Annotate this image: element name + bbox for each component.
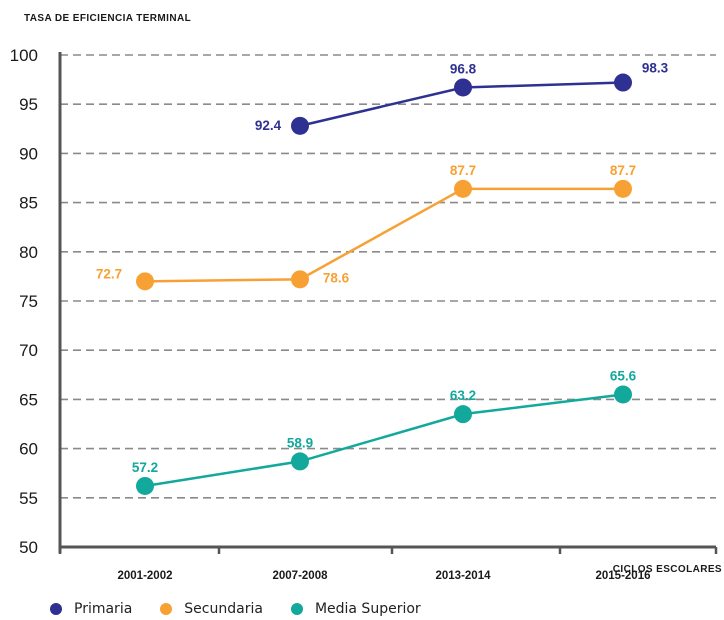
y-tick-65: 65 — [19, 390, 38, 409]
legend-item-secundaria: Secundaria — [160, 601, 263, 617]
data-point — [291, 270, 309, 289]
data-label: 92.4 — [255, 118, 282, 133]
legend-marker — [50, 603, 62, 615]
data-point — [136, 476, 154, 495]
data-label: 87.7 — [610, 163, 636, 178]
x-tick-2013-2014: 2013-2014 — [436, 570, 492, 582]
x-tick-labels: 2001-2002 2007-2008 2013-2014 2015-2016 — [118, 570, 651, 582]
data-label: 78.6 — [323, 270, 350, 285]
data-point — [614, 73, 632, 92]
y-tick-75: 75 — [19, 292, 38, 311]
data-point — [454, 405, 472, 424]
data-point — [136, 272, 154, 291]
y-tick-85: 85 — [19, 194, 38, 213]
y-tick-70: 70 — [19, 341, 38, 360]
data-point — [614, 385, 632, 404]
data-label: 63.2 — [450, 388, 476, 403]
data-label: 57.2 — [132, 460, 158, 475]
y-tick-100: 100 — [10, 46, 38, 65]
legend-label: Media Superior — [314, 601, 421, 617]
series-primaria: 92.4 96.8 98.3 — [255, 61, 669, 135]
data-label: 65.6 — [610, 368, 637, 383]
y-tick-90: 90 — [19, 144, 38, 163]
legend-item-primaria: Primaria — [50, 601, 132, 617]
axes — [58, 52, 718, 554]
legend-label: Secundaria — [184, 601, 263, 617]
x-tick-2015-2016: 2015-2016 — [596, 570, 651, 582]
data-label: 87.7 — [450, 163, 476, 178]
data-label: 98.3 — [642, 61, 669, 76]
legend-marker — [290, 603, 303, 615]
y-tick-labels: 50 55 60 65 70 75 80 85 90 95 100 — [10, 46, 38, 557]
y-axis-title: TASA DE EFICIENCIA TERMINAL — [24, 13, 191, 24]
series-line — [144, 393, 624, 488]
y-tick-60: 60 — [19, 440, 38, 459]
legend-marker — [160, 603, 173, 615]
x-tick-2007-2008: 2007-2008 — [273, 570, 329, 582]
data-point — [454, 78, 472, 97]
data-label: 96.8 — [450, 61, 477, 76]
series-group: 92.4 96.8 98.3 72.7 78.6 87.7 87.7 57.2 58.9 63.2… — [96, 61, 669, 495]
data-label: 58.9 — [287, 435, 313, 450]
legend: Primaria Secundaria Media Superior — [50, 601, 449, 617]
data-point — [291, 452, 309, 471]
data-label: 72.7 — [96, 266, 122, 281]
legend-item-media-superior: Media Superior — [290, 601, 421, 617]
series-line — [144, 187, 623, 283]
y-tick-55: 55 — [19, 489, 38, 508]
data-point — [291, 116, 309, 135]
x-tick-2001-2002: 2001-2002 — [118, 570, 173, 582]
data-point — [454, 179, 472, 198]
y-tick-95: 95 — [19, 95, 38, 114]
gridlines — [60, 54, 716, 499]
data-point — [614, 179, 632, 198]
legend-label: Primaria — [74, 601, 133, 617]
x-axis-title: CICLOS ESCOLARES — [613, 564, 722, 575]
line-chart: TASA DE EFICIENCIA TERMINAL 50 55 60 65 70 75… — [10, 13, 722, 582]
series-secundaria: 72.7 78.6 87.7 87.7 — [96, 163, 636, 291]
series-media-superior: 57.2 58.9 63.2 65.6 — [132, 368, 637, 495]
y-tick-80: 80 — [19, 243, 38, 262]
y-tick-50: 50 — [19, 538, 38, 557]
